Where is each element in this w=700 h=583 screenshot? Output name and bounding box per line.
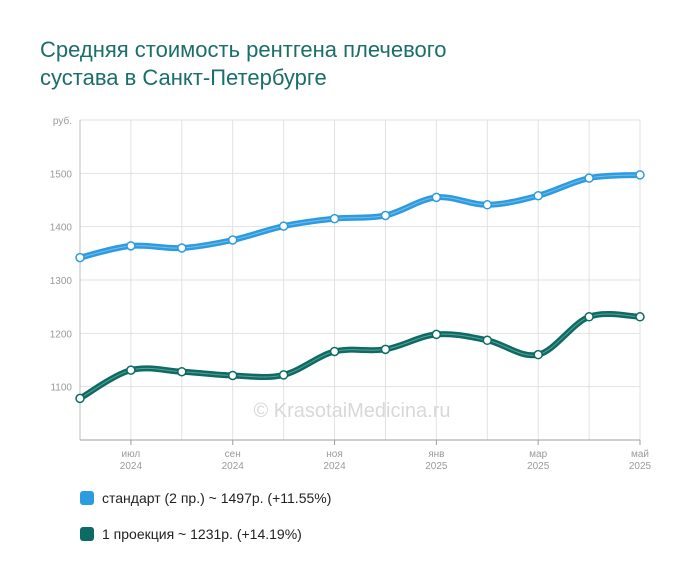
legend-item-one-projection[interactable]: 1 проекция ~ 1231р. (+14.19%) (80, 526, 302, 542)
legend-swatch-one-projection (80, 527, 94, 541)
x-tick-label-year: 2024 (323, 461, 346, 472)
legend-label-standard: стандарт (2 пр.) ~ 1497р. (+11.55%) (102, 490, 332, 506)
y-tick-label: 1200 (50, 329, 73, 340)
x-tick-label-month: июл (122, 449, 141, 460)
data-point (482, 200, 493, 210)
x-tick-label-month: май (631, 449, 649, 460)
data-point (227, 370, 238, 381)
data-point (177, 243, 187, 253)
data-point (584, 173, 594, 183)
data-point (75, 252, 85, 263)
data-point (431, 329, 442, 340)
data-point (584, 312, 594, 322)
legend-item-standard[interactable]: стандарт (2 пр.) ~ 1497р. (+11.55%) (80, 490, 331, 506)
x-tick-label-month: янв (428, 449, 444, 460)
chart-title-line-2: сустава в Санкт-Петербурге (40, 65, 327, 90)
data-point (431, 192, 442, 203)
data-point (126, 241, 136, 251)
legend-swatch-standard (80, 491, 94, 505)
x-tick-label-month: мар (529, 449, 547, 460)
watermark-text: © KrasotaiMedicina.ru (253, 400, 450, 422)
chart-title: Средняя стоимость рентгена плечевого сус… (40, 36, 660, 92)
x-tick-label-year: 2025 (629, 461, 652, 472)
data-point (126, 365, 136, 375)
series-line-1 (77, 311, 643, 402)
y-tick-label: 1300 (50, 276, 73, 287)
y-tick-label: 1100 (50, 383, 72, 394)
x-tick-label-year: 2024 (120, 461, 143, 472)
x-tick-label-month: сен (225, 449, 241, 460)
data-point (635, 170, 645, 180)
data-point (380, 210, 391, 221)
y-unit-label: руб. (53, 115, 72, 127)
series-line-highlight-1 (79, 313, 641, 399)
data-point (227, 235, 238, 245)
data-point (278, 221, 289, 231)
data-point (380, 344, 391, 355)
x-tick-label-month: ноя (326, 449, 343, 460)
x-tick-label-year: 2025 (527, 461, 550, 472)
data-point (75, 393, 85, 404)
data-point (533, 190, 543, 201)
legend-label-one-projection: 1 проекция ~ 1231р. (+14.19%) (102, 526, 302, 542)
x-tick-label-year: 2024 (222, 461, 245, 472)
data-point (177, 366, 187, 377)
chart-title-line-1: Средняя стоимость рентгена плечевого (40, 37, 447, 62)
y-tick-label: 1500 (50, 169, 73, 180)
x-tick-label-year: 2025 (425, 461, 448, 472)
series-line-0 (77, 171, 643, 261)
data-point (533, 349, 543, 360)
data-point (329, 346, 340, 357)
y-tick-label: 1400 (50, 223, 73, 234)
data-point (329, 213, 340, 224)
data-point (635, 312, 645, 322)
data-point (278, 370, 289, 380)
data-point (482, 335, 493, 346)
